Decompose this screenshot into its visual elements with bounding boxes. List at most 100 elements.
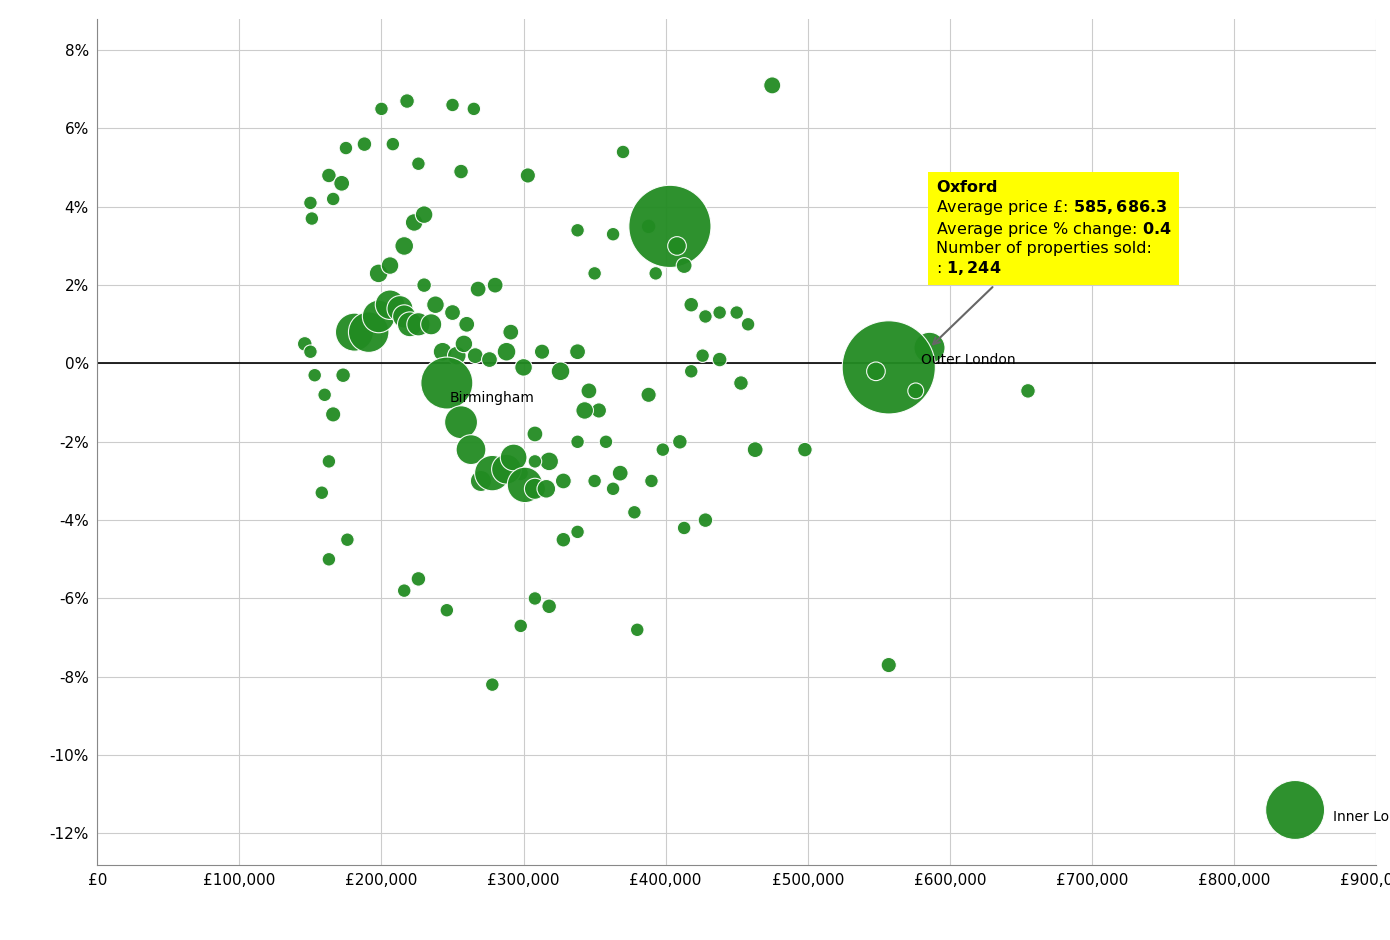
Point	[343, 324, 366, 339]
Point	[524, 454, 546, 469]
Point	[737, 317, 759, 332]
Point	[567, 223, 589, 238]
Point	[709, 305, 731, 320]
Point	[578, 384, 600, 399]
Point	[464, 348, 486, 363]
Point	[413, 207, 435, 222]
Point	[567, 434, 589, 449]
Point	[638, 219, 660, 234]
Point	[514, 478, 537, 493]
Point	[588, 403, 610, 418]
Point	[318, 168, 341, 183]
Point	[659, 219, 681, 234]
Point	[467, 282, 489, 297]
Point	[335, 140, 357, 155]
Point	[673, 258, 695, 273]
Point	[407, 317, 430, 332]
Point	[420, 317, 442, 332]
Point	[552, 474, 574, 489]
Point	[538, 454, 560, 469]
Point	[367, 266, 389, 281]
Text: Outer London: Outer London	[922, 353, 1016, 368]
Point	[905, 384, 927, 399]
Point	[481, 465, 503, 480]
Point	[393, 583, 416, 598]
Point	[357, 324, 379, 339]
Point	[877, 658, 899, 673]
Point	[524, 481, 546, 496]
Point	[524, 591, 546, 606]
Point	[367, 309, 389, 324]
Point	[332, 368, 354, 383]
Point	[300, 212, 322, 227]
Point	[695, 512, 717, 527]
Point	[382, 136, 404, 151]
Point	[680, 297, 702, 312]
Point	[726, 305, 748, 320]
Point	[552, 532, 574, 547]
Point	[353, 136, 375, 151]
Point	[584, 474, 606, 489]
Point	[762, 78, 784, 93]
Point	[370, 102, 392, 117]
Point	[389, 301, 411, 316]
Point	[669, 434, 691, 449]
Point	[499, 324, 521, 339]
Point	[379, 258, 402, 273]
Point	[1284, 803, 1307, 818]
Point	[531, 344, 553, 359]
Point	[695, 309, 717, 324]
Point	[413, 277, 435, 292]
Point	[450, 415, 473, 430]
Point	[442, 98, 464, 113]
Point	[666, 239, 688, 254]
Point	[463, 102, 485, 117]
Point	[567, 344, 589, 359]
Point	[652, 442, 674, 457]
Point	[574, 403, 596, 418]
Point	[314, 387, 336, 402]
Point	[503, 450, 525, 465]
Point	[1017, 384, 1040, 399]
Point	[680, 364, 702, 379]
Point	[645, 266, 667, 281]
Point	[303, 368, 325, 383]
Point	[595, 434, 617, 449]
Point	[431, 344, 453, 359]
Point	[456, 317, 478, 332]
Point	[623, 505, 645, 520]
Point	[484, 277, 506, 292]
Point	[393, 309, 416, 324]
Point	[877, 360, 899, 375]
Point	[478, 352, 500, 368]
Point	[495, 462, 517, 477]
Point	[517, 168, 539, 183]
Point	[602, 227, 624, 242]
Point	[435, 376, 457, 391]
Point	[460, 442, 482, 457]
Point	[549, 364, 571, 379]
Text: Birmingham: Birmingham	[450, 391, 535, 405]
Point	[331, 176, 353, 191]
Text: $\mathbf{Oxford}$
Average price £: $\mathbf{585,686.3}$
Average price % change: : $\mathbf{Oxford}$ Average price £: $\mat…	[933, 180, 1172, 344]
Point	[470, 474, 492, 489]
Point	[794, 442, 816, 457]
Point	[322, 407, 345, 422]
Point	[865, 364, 887, 379]
Point	[513, 360, 535, 375]
Point	[446, 348, 468, 363]
Point	[453, 337, 475, 352]
Point	[495, 344, 517, 359]
Point	[584, 266, 606, 281]
Point	[744, 442, 766, 457]
Point	[311, 485, 334, 500]
Point	[510, 465, 532, 480]
Point	[510, 619, 532, 634]
Point	[612, 145, 634, 160]
Point	[318, 552, 341, 567]
Point	[407, 156, 430, 171]
Point	[318, 454, 341, 469]
Point	[538, 599, 560, 614]
Point	[691, 348, 713, 363]
Point	[424, 297, 446, 312]
